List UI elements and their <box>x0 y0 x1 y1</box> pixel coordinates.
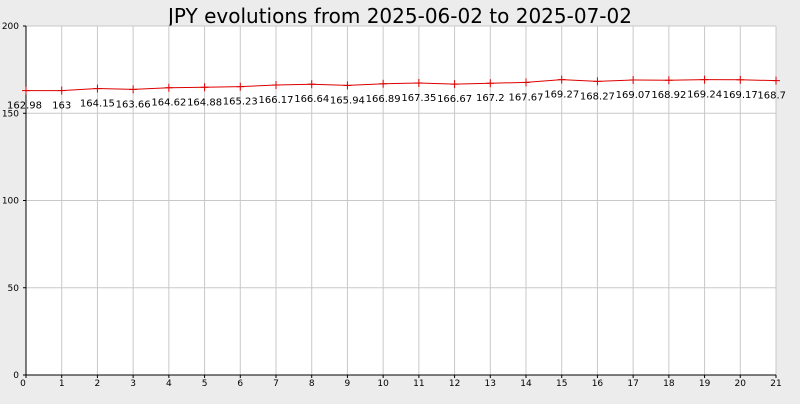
data-point-marker <box>450 80 459 89</box>
data-point-marker <box>593 77 602 86</box>
data-point-marker <box>557 75 566 84</box>
data-point-marker <box>772 76 780 85</box>
x-tick-label: 16 <box>592 379 604 389</box>
data-point-marker <box>164 83 173 92</box>
data-point-marker <box>486 79 495 88</box>
x-tick-label: 2 <box>95 379 101 389</box>
x-tick-label: 11 <box>413 379 424 389</box>
x-tick-label: 17 <box>627 379 638 389</box>
data-label: 169.27 <box>544 90 579 101</box>
data-point-marker <box>664 76 673 85</box>
data-point-marker <box>700 75 709 84</box>
chart-title: JPY evolutions from 2025-06-02 to 2025-0… <box>166 4 632 28</box>
x-tick-label: 13 <box>485 379 496 389</box>
data-point-marker <box>629 75 638 84</box>
y-tick-label: 50 <box>8 284 20 294</box>
x-tick-label: 7 <box>273 379 279 389</box>
x-tick-label: 12 <box>449 379 460 389</box>
data-label: 167.35 <box>401 93 436 104</box>
data-labels: 162.98 163 164.15 163.66 164.62 164.88 165.23 1… <box>7 90 786 112</box>
x-tick-label: 4 <box>166 379 172 389</box>
y-tick-label: 150 <box>2 109 19 119</box>
data-label: 165.94 <box>330 95 365 106</box>
x-tick-label: 8 <box>309 379 315 389</box>
data-label: 167.67 <box>509 92 544 103</box>
data-label: 164.62 <box>151 98 186 109</box>
data-label: 169.17 <box>723 90 758 101</box>
x-tick-label: 10 <box>377 379 389 389</box>
y-tick-label: 100 <box>2 197 19 207</box>
data-label: 169.24 <box>687 90 722 101</box>
data-point-marker <box>93 84 102 93</box>
x-tick-label: 19 <box>699 379 711 389</box>
y-tick-label: 0 <box>13 371 19 381</box>
data-label: 162.98 <box>7 101 42 112</box>
data-label: 165.23 <box>223 97 258 108</box>
data-label: 167.2 <box>476 93 505 104</box>
x-tick-label: 3 <box>130 379 136 389</box>
x-tick-label: 5 <box>202 379 208 389</box>
x-tick-label: 0 <box>20 379 26 389</box>
x-tick-label: 21 <box>770 379 781 389</box>
data-point-marker <box>736 75 745 84</box>
x-tick-label: 6 <box>237 379 243 389</box>
data-point-marker <box>200 83 209 92</box>
data-point-marker <box>22 86 30 95</box>
data-label: 168.27 <box>580 91 615 102</box>
x-tick-label: 9 <box>345 379 351 389</box>
data-point-marker <box>379 79 388 88</box>
x-tick-label: 15 <box>556 379 567 389</box>
data-label: 166.64 <box>294 94 329 105</box>
data-label: 166.67 <box>437 94 472 105</box>
y-tick-label: 200 <box>2 22 19 32</box>
data-label: 168.7 <box>757 91 786 102</box>
data-point-marker <box>414 78 423 87</box>
data-point-marker <box>343 81 352 90</box>
data-label: 164.88 <box>187 97 222 108</box>
data-label: 168.92 <box>651 90 686 101</box>
data-point-marker <box>236 82 245 91</box>
x-tick-label: 14 <box>520 379 532 389</box>
data-point-marker <box>307 80 316 89</box>
series-line <box>25 79 777 92</box>
data-label: 163.66 <box>116 99 151 110</box>
data-point-marker <box>57 86 66 95</box>
data-label: 163 <box>52 101 71 112</box>
x-tick-label: 18 <box>663 379 675 389</box>
y-axis-ticks: 0 50 100 150 200 <box>2 22 26 381</box>
x-tick-label: 1 <box>59 379 65 389</box>
x-axis-ticks: 0 1 2 3 4 5 6 7 8 9 10 11 12 13 14 15 16 17 18 19 20 21 <box>20 375 782 389</box>
data-label: 169.07 <box>616 90 651 101</box>
data-point-marker <box>522 78 530 87</box>
series-group <box>22 75 780 95</box>
data-point-marker <box>272 81 280 90</box>
data-label: 166.17 <box>259 95 294 106</box>
data-label: 166.89 <box>366 94 401 105</box>
x-tick-label: 20 <box>735 379 747 389</box>
data-label: 164.15 <box>80 99 115 110</box>
data-point-marker <box>129 85 138 94</box>
